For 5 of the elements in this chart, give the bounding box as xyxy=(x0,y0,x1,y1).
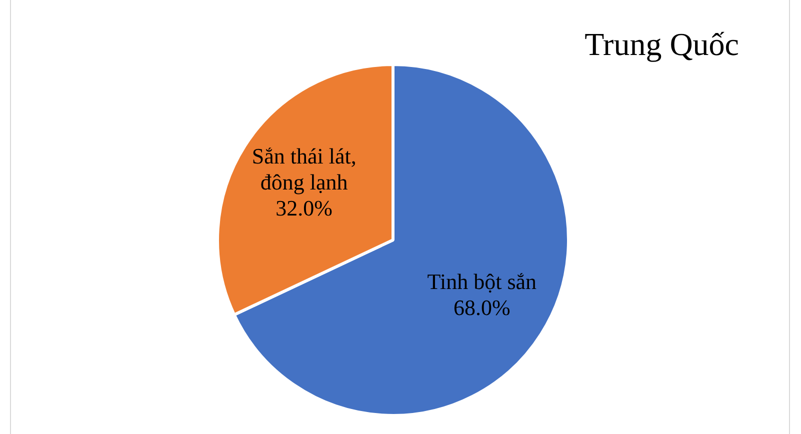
data-label: 32.0% xyxy=(276,195,333,220)
data-label: 68.0% xyxy=(453,295,510,320)
slice-label: Sắn thái lát, đông lạnh xyxy=(252,143,356,194)
slice-label: Tinh bột sắn xyxy=(427,269,537,294)
text: Trung Quốc xyxy=(584,26,739,63)
